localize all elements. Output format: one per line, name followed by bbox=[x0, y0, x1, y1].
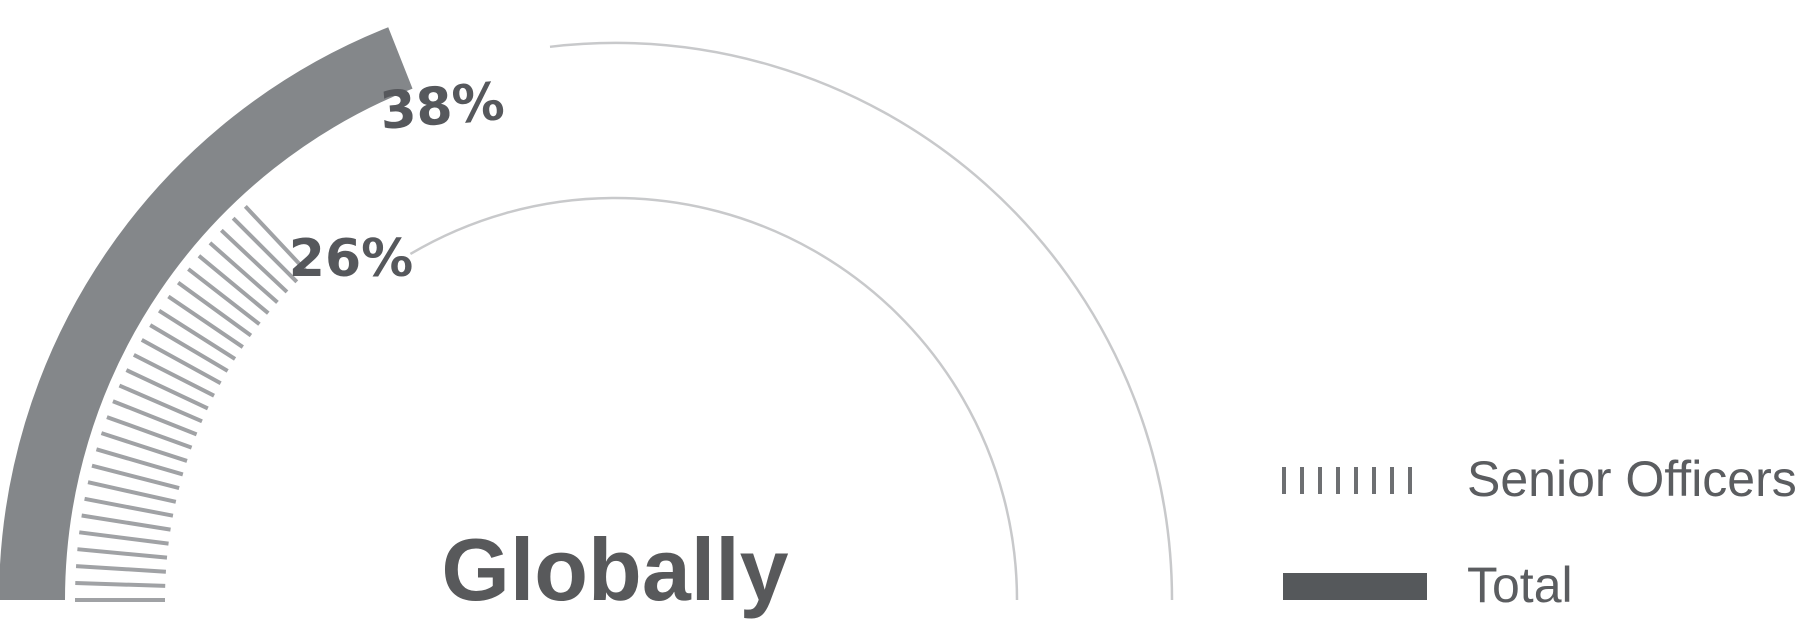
senior-officers-tick bbox=[112, 399, 198, 437]
senior-officers-tick bbox=[167, 294, 244, 349]
senior-officers-tick bbox=[243, 204, 309, 274]
total-arc bbox=[0, 27, 413, 601]
senior-officers-tick bbox=[84, 496, 174, 518]
legend-label-total: Total bbox=[1467, 557, 1573, 613]
senior-officers-tick bbox=[118, 383, 203, 424]
senior-officers-tick bbox=[231, 216, 299, 284]
legend-swatch-senior-officers bbox=[1282, 467, 1412, 494]
senior-officers-value-label: 26% bbox=[289, 229, 413, 289]
senior-officers-tick bbox=[91, 463, 180, 491]
gauge-tracks bbox=[409, 41, 1174, 601]
senior-officers-tick bbox=[106, 415, 193, 450]
senior-officers-tick bbox=[187, 267, 261, 326]
legend-swatch-total bbox=[1283, 573, 1427, 600]
senior-officers-tick bbox=[219, 228, 289, 294]
center-title: Globally bbox=[441, 520, 788, 619]
senior-officers-tick bbox=[140, 338, 222, 385]
senior-officers-tick bbox=[132, 353, 215, 398]
senior-officers-tick bbox=[81, 513, 171, 532]
senior-officers-tick bbox=[77, 547, 168, 560]
senior-officers-tick bbox=[197, 254, 270, 315]
senior-officers-tick bbox=[125, 368, 209, 411]
senior-officers-tick bbox=[95, 447, 184, 477]
legend-label-senior-officers: Senior Officers bbox=[1467, 451, 1797, 507]
total-remainder-track bbox=[549, 41, 1174, 601]
senior-officers-tick bbox=[87, 480, 177, 504]
senior-officers-tick bbox=[149, 323, 229, 373]
legend: Senior Officers Total bbox=[1282, 451, 1797, 613]
senior-officers-tick bbox=[79, 530, 169, 546]
senior-officers-remainder-track bbox=[409, 196, 1019, 601]
senior-officers-ticks bbox=[75, 204, 309, 602]
senior-officers-tick bbox=[75, 564, 167, 574]
senior-officers-tick bbox=[75, 581, 166, 588]
senior-officers-tick bbox=[157, 308, 237, 361]
senior-officers-tick bbox=[100, 431, 188, 463]
senior-officers-tick bbox=[208, 241, 279, 304]
senior-officers-tick bbox=[176, 280, 253, 338]
total-value-label: 38% bbox=[378, 72, 507, 142]
